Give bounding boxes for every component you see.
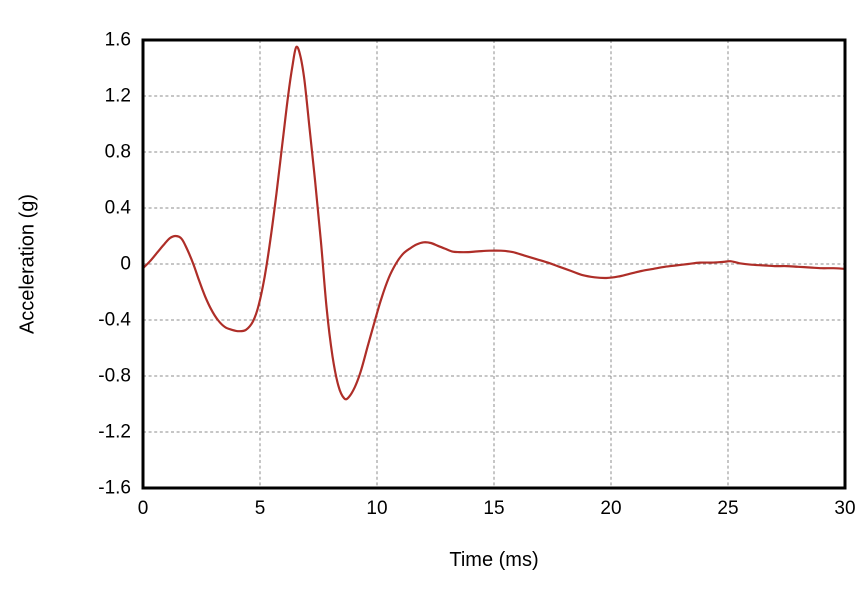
x-axis-title: Time (ms) — [449, 549, 539, 571]
x-tick-label: 0 — [137, 498, 149, 519]
y-tick-label: 0.8 — [104, 141, 131, 163]
y-tick-label: 1.2 — [104, 85, 131, 107]
y-tick-label: 0 — [120, 253, 131, 275]
x-tick-label: 10 — [366, 498, 388, 519]
data-line-acceleration — [141, 45, 847, 401]
x-tick-label: 30 — [834, 498, 856, 519]
plot-frame — [141, 38, 847, 490]
x-tick-label: 15 — [483, 498, 505, 519]
y-tick-label: -0.8 — [98, 365, 131, 387]
x-tick-label: 5 — [254, 498, 266, 519]
y-tick-label: -0.4 — [98, 309, 131, 331]
y-tick-label: -1.2 — [98, 421, 131, 443]
x-tick-label: 25 — [717, 498, 739, 519]
x-tick-label: 20 — [600, 498, 622, 519]
y-tick-label: 0.4 — [104, 197, 131, 219]
y-tick-label: 1.6 — [104, 29, 131, 51]
y-tick-label: -1.6 — [98, 477, 131, 499]
